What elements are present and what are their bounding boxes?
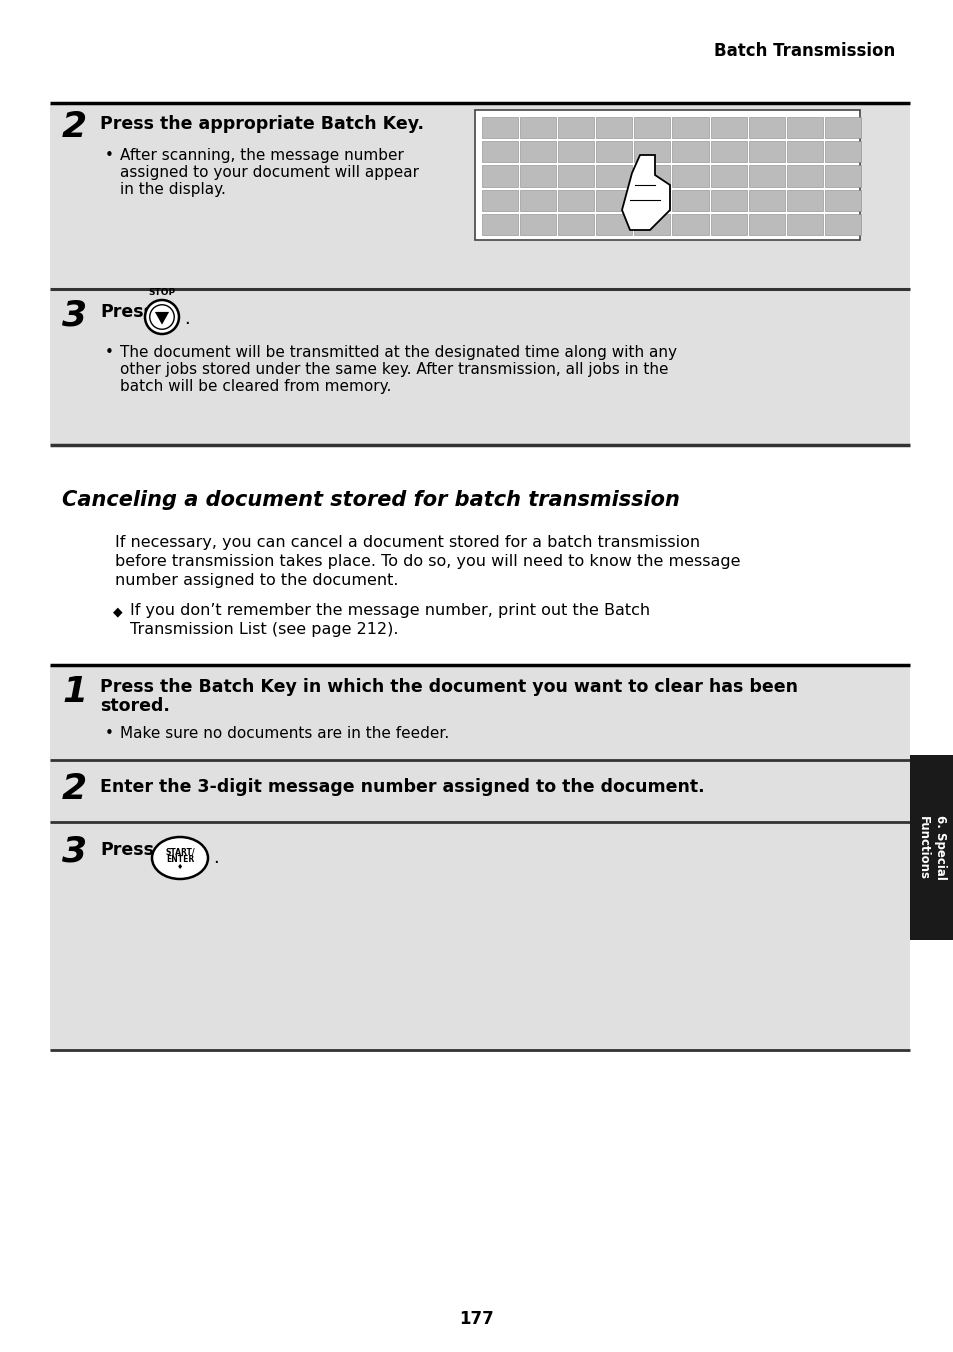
Text: batch will be cleared from memory.: batch will be cleared from memory.: [120, 379, 391, 393]
Bar: [634, 165, 670, 187]
Bar: [634, 141, 670, 162]
Text: Make sure no documents are in the feeder.: Make sure no documents are in the feeder…: [120, 726, 449, 741]
Text: If necessary, you can cancel a document stored for a batch transmission: If necessary, you can cancel a document …: [115, 535, 700, 550]
Bar: [481, 189, 517, 211]
Text: Press the appropriate Batch Key.: Press the appropriate Batch Key.: [100, 115, 423, 132]
Text: 3: 3: [62, 297, 87, 333]
Bar: [558, 214, 594, 235]
Bar: [481, 118, 517, 138]
Polygon shape: [154, 312, 169, 324]
Bar: [50, 667, 909, 1051]
Bar: [50, 104, 909, 289]
Bar: [786, 214, 822, 235]
Text: •: •: [105, 147, 113, 164]
Text: stored.: stored.: [100, 698, 170, 715]
Bar: [519, 165, 556, 187]
Bar: [748, 118, 784, 138]
Bar: [786, 141, 822, 162]
Bar: [748, 214, 784, 235]
Bar: [710, 189, 746, 211]
Bar: [634, 189, 670, 211]
Bar: [596, 165, 632, 187]
Bar: [786, 118, 822, 138]
Text: Press the Batch Key in which the document you want to clear has been: Press the Batch Key in which the documen…: [100, 677, 797, 696]
Bar: [558, 189, 594, 211]
Text: •: •: [105, 726, 113, 741]
Bar: [710, 165, 746, 187]
Text: 2: 2: [62, 110, 87, 145]
Bar: [558, 118, 594, 138]
Text: ◆: ◆: [112, 604, 123, 618]
Text: STOP: STOP: [149, 288, 175, 297]
Bar: [824, 141, 861, 162]
Text: •: •: [105, 345, 113, 360]
Polygon shape: [621, 155, 669, 230]
Bar: [824, 189, 861, 211]
Bar: [596, 214, 632, 235]
Text: Press: Press: [100, 841, 153, 859]
Text: 6. Special
Functions: 6. Special Functions: [916, 815, 946, 880]
Bar: [481, 141, 517, 162]
Text: .: .: [184, 310, 190, 329]
Bar: [519, 189, 556, 211]
Circle shape: [145, 300, 179, 334]
Text: other jobs stored under the same key. After transmission, all jobs in the: other jobs stored under the same key. Af…: [120, 362, 668, 377]
Bar: [596, 118, 632, 138]
Text: ENTER: ENTER: [166, 856, 193, 864]
Text: Canceling a document stored for batch transmission: Canceling a document stored for batch tr…: [62, 489, 679, 510]
Text: 177: 177: [459, 1310, 494, 1328]
Bar: [558, 141, 594, 162]
Bar: [634, 214, 670, 235]
Bar: [748, 165, 784, 187]
Bar: [710, 141, 746, 162]
Bar: [748, 141, 784, 162]
Bar: [596, 189, 632, 211]
Text: Transmission List (see page 212).: Transmission List (see page 212).: [130, 622, 398, 637]
Text: Enter the 3-digit message number assigned to the document.: Enter the 3-digit message number assigne…: [100, 777, 704, 796]
Bar: [672, 189, 708, 211]
Bar: [50, 289, 909, 445]
Bar: [634, 118, 670, 138]
Bar: [710, 214, 746, 235]
Text: before transmission takes place. To do so, you will need to know the message: before transmission takes place. To do s…: [115, 554, 740, 569]
Text: .: .: [213, 849, 218, 867]
Text: 3: 3: [62, 836, 87, 869]
Bar: [909, 754, 953, 940]
Text: assigned to your document will appear: assigned to your document will appear: [120, 165, 418, 180]
Bar: [481, 165, 517, 187]
Bar: [748, 189, 784, 211]
Bar: [672, 118, 708, 138]
Text: number assigned to the document.: number assigned to the document.: [115, 573, 398, 588]
Bar: [824, 165, 861, 187]
Bar: [558, 165, 594, 187]
Bar: [475, 110, 859, 241]
Bar: [672, 165, 708, 187]
Bar: [824, 118, 861, 138]
Text: 1: 1: [62, 675, 87, 708]
Bar: [481, 214, 517, 235]
Text: If you don’t remember the message number, print out the Batch: If you don’t remember the message number…: [130, 603, 649, 618]
Text: The document will be transmitted at the designated time along with any: The document will be transmitted at the …: [120, 345, 677, 360]
Bar: [786, 189, 822, 211]
Text: After scanning, the message number: After scanning, the message number: [120, 147, 403, 164]
Bar: [519, 118, 556, 138]
Bar: [672, 214, 708, 235]
Text: ♦: ♦: [176, 864, 183, 869]
Bar: [824, 214, 861, 235]
Bar: [596, 141, 632, 162]
Text: Press: Press: [100, 303, 153, 320]
Bar: [710, 118, 746, 138]
Bar: [519, 214, 556, 235]
Ellipse shape: [152, 837, 208, 879]
Text: in the display.: in the display.: [120, 183, 226, 197]
Bar: [519, 141, 556, 162]
Bar: [786, 165, 822, 187]
Text: 2: 2: [62, 772, 87, 806]
Text: START/: START/: [165, 848, 194, 857]
Text: Batch Transmission: Batch Transmission: [713, 42, 894, 59]
Bar: [672, 141, 708, 162]
